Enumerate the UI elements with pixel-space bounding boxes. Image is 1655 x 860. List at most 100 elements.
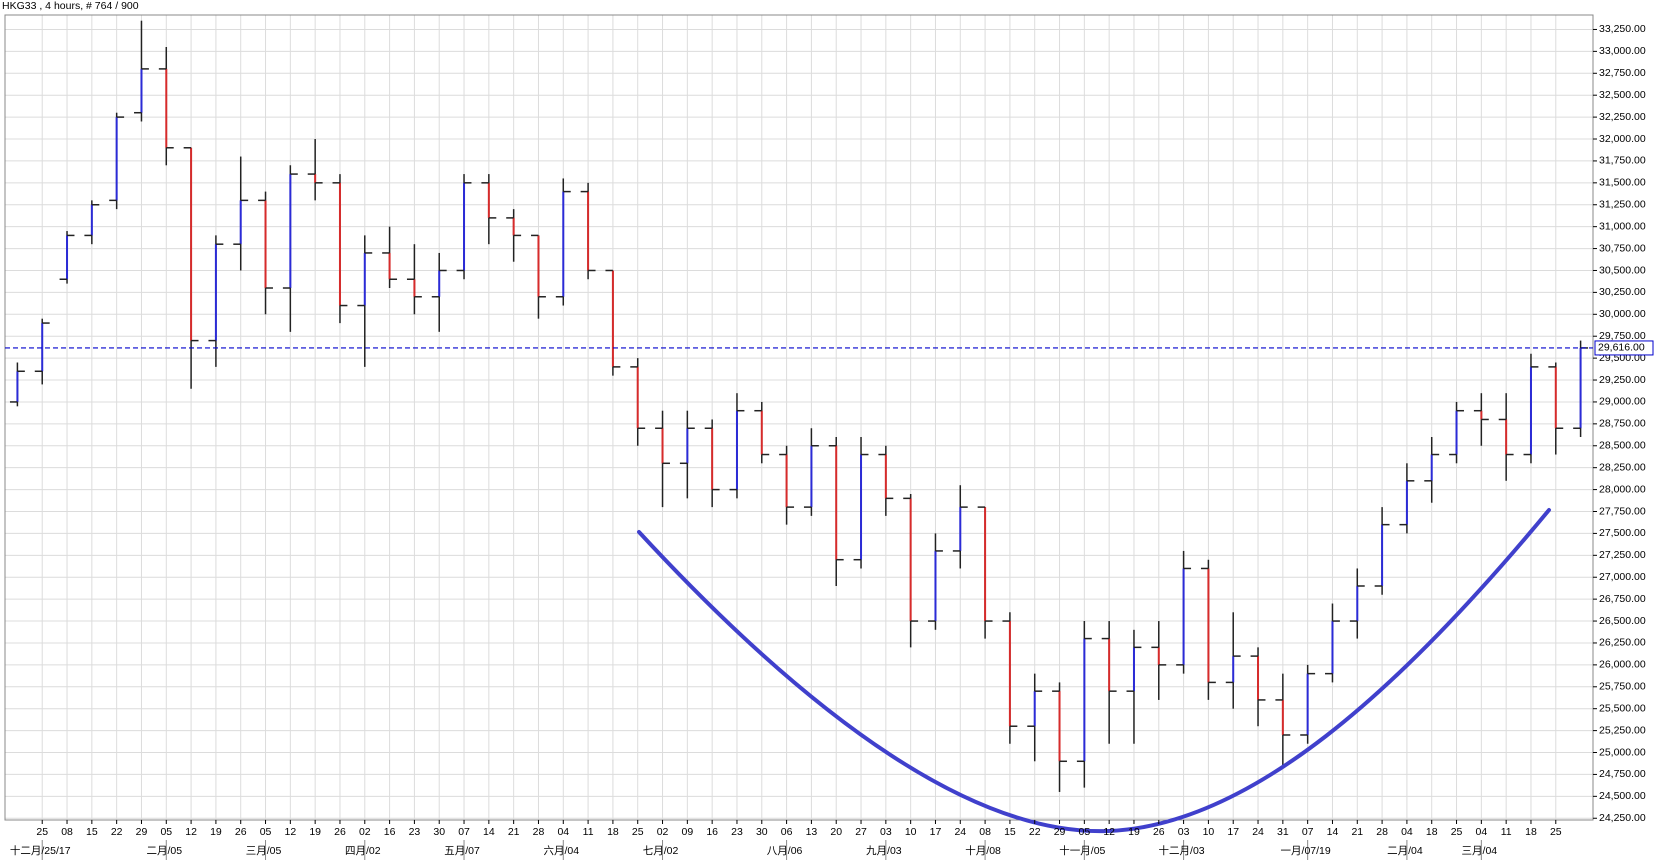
x-tick-label: 12 (1103, 826, 1115, 838)
x-tick-label: 03 (880, 826, 892, 838)
month-label: 三月/05 (246, 845, 282, 857)
x-tick-label: 21 (508, 826, 520, 838)
x-tick-label: 22 (111, 826, 123, 838)
y-tick-label: 27,250.00 (1599, 549, 1646, 561)
x-tick-label: 24 (954, 826, 966, 838)
month-label: 五月/07 (444, 845, 480, 857)
y-tick-label: 28,000.00 (1599, 483, 1646, 495)
y-tick-label: 32,750.00 (1599, 67, 1646, 79)
x-tick-label: 12 (285, 826, 297, 838)
month-label: 八月/06 (767, 845, 803, 857)
x-tick-label: 29 (136, 826, 148, 838)
month-label: 十月/08 (965, 844, 1001, 857)
x-tick-label: 25 (1550, 826, 1562, 838)
x-tick-label: 25 (36, 826, 48, 838)
month-label: 九月/03 (866, 845, 902, 857)
y-tick-label: 28,500.00 (1599, 440, 1646, 452)
month-label: 二月/05 (146, 845, 182, 857)
x-tick-label: 10 (1203, 826, 1215, 838)
price-label: 29,616.00 (1598, 342, 1645, 354)
x-tick-label: 26 (334, 826, 346, 838)
x-tick-label: 26 (1153, 826, 1165, 838)
y-tick-label: 26,750.00 (1599, 593, 1646, 605)
x-tick-label: 12 (185, 826, 197, 838)
y-tick-label: 25,750.00 (1599, 681, 1646, 693)
x-tick-label: 19 (1128, 826, 1140, 838)
x-tick-label: 18 (1525, 826, 1537, 838)
x-tick-label: 21 (1351, 826, 1363, 838)
x-tick-label: 17 (930, 826, 942, 838)
cup-curve (637, 508, 1551, 834)
month-label: 二月/04 (1387, 845, 1423, 857)
x-tick-label: 30 (433, 826, 445, 838)
y-tick-label: 31,750.00 (1599, 155, 1646, 167)
y-tick-label: 32,500.00 (1599, 89, 1646, 101)
x-tick-label: 10 (905, 826, 917, 838)
month-label: 三月/04 (1462, 845, 1498, 857)
grid (5, 15, 1593, 820)
x-tick-label: 09 (682, 826, 694, 838)
x-tick-label: 06 (781, 826, 793, 838)
x-tick-label: 17 (1227, 826, 1239, 838)
x-tick-label: 05 (1079, 826, 1091, 838)
y-tick-label: 33,250.00 (1599, 23, 1646, 35)
x-tick-label: 07 (1302, 826, 1314, 838)
y-tick-label: 26,500.00 (1599, 615, 1646, 627)
month-label: 一月/07/19 (1281, 845, 1331, 857)
y-tick-label: 33,000.00 (1599, 45, 1646, 57)
y-tick-label: 27,000.00 (1599, 571, 1646, 583)
x-tick-label: 08 (61, 826, 73, 838)
y-tick-label: 32,250.00 (1599, 111, 1646, 123)
x-tick-label: 28 (1376, 826, 1388, 838)
month-label: 四月/02 (345, 845, 381, 857)
y-tick-label: 32,000.00 (1599, 133, 1646, 145)
plot-frame (4, 14, 1594, 821)
x-tick-label: 15 (86, 826, 98, 838)
x-tick-label: 05 (260, 826, 272, 838)
y-tick-label: 27,500.00 (1599, 527, 1646, 539)
x-tick-label: 04 (557, 826, 569, 838)
y-tick-label: 28,750.00 (1599, 418, 1646, 430)
chart-title: HKG33 , 4 hours, # 764 / 900 (2, 0, 139, 12)
x-tick-label: 15 (1004, 826, 1016, 838)
x-tick-label: 20 (830, 826, 842, 838)
x-tick-label: 31 (1277, 826, 1289, 838)
month-label: 十二月/25/17 (10, 844, 71, 857)
y-tick-label: 31,000.00 (1599, 220, 1646, 232)
y-tick-label: 26,000.00 (1599, 659, 1646, 671)
x-tick-label: 16 (706, 826, 718, 838)
bars (9, 20, 1589, 792)
x-tick-label: 30 (756, 826, 768, 838)
y-tick-label: 24,500.00 (1599, 790, 1646, 802)
x-tick-label: 14 (483, 826, 495, 838)
x-tick-label: 19 (309, 826, 321, 838)
x-tick-label: 14 (1327, 826, 1339, 838)
x-tick-label: 27 (855, 826, 867, 838)
y-tick-label: 31,250.00 (1599, 199, 1646, 211)
x-tick-label: 07 (458, 826, 470, 838)
y-tick-label: 29,000.00 (1599, 396, 1646, 408)
x-tick-label: 02 (359, 826, 371, 838)
y-tick-label: 25,500.00 (1599, 702, 1646, 714)
month-label: 十一月/05 (1059, 844, 1105, 857)
price-label-box (1594, 340, 1654, 356)
x-tick-label: 22 (1029, 826, 1041, 838)
x-tick-label: 16 (384, 826, 396, 838)
x-tick-label: 18 (607, 826, 619, 838)
y-tick-label: 28,250.00 (1599, 461, 1646, 473)
x-tick-label: 19 (210, 826, 222, 838)
y-tick-label: 24,750.00 (1599, 768, 1646, 780)
x-tick-label: 08 (979, 826, 991, 838)
x-tick-label: 04 (1401, 826, 1413, 838)
x-tick-label: 04 (1476, 826, 1488, 838)
x-tick-label: 05 (160, 826, 172, 838)
x-tick-label: 25 (1451, 826, 1463, 838)
x-tick-label: 23 (409, 826, 421, 838)
x-tick-label: 02 (657, 826, 669, 838)
y-tick-label: 27,750.00 (1599, 505, 1646, 517)
month-label: 十二月/03 (1159, 844, 1205, 857)
x-tick-label: 28 (533, 826, 545, 838)
y-tick-label: 26,250.00 (1599, 637, 1646, 649)
